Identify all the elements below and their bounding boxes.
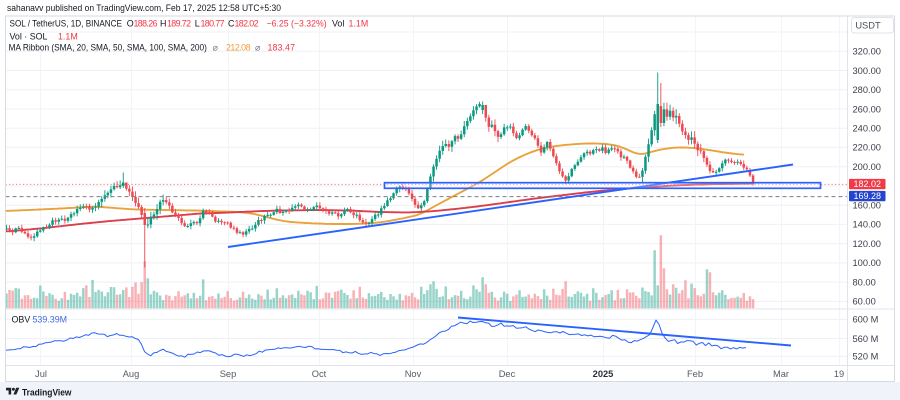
svg-text:L: L [195, 19, 200, 29]
svg-text:O: O [127, 19, 134, 29]
svg-text:220.00: 220.00 [853, 143, 881, 153]
svg-text:Vol · SOL: Vol · SOL [10, 32, 48, 42]
svg-text:182.02: 182.02 [235, 19, 259, 29]
svg-text:212.08: 212.08 [226, 42, 251, 52]
svg-text:140.00: 140.00 [853, 220, 881, 230]
svg-text:1.1M: 1.1M [58, 32, 78, 42]
svg-text:SOL / TetherUS, 1D, BINANCE: SOL / TetherUS, 1D, BINANCE [10, 19, 123, 29]
svg-text:539.39M: 539.39M [33, 314, 68, 324]
svg-text:Nov: Nov [405, 369, 422, 379]
svg-text:Feb: Feb [687, 369, 703, 379]
svg-text:180.77: 180.77 [201, 19, 225, 29]
svg-text:300.00: 300.00 [853, 66, 881, 76]
svg-text:C: C [228, 19, 235, 29]
svg-text:Dec: Dec [499, 369, 516, 379]
svg-text:120.00: 120.00 [853, 239, 881, 249]
svg-text:320.00: 320.00 [853, 47, 881, 57]
svg-text:100.00: 100.00 [853, 258, 881, 268]
svg-text:260.00: 260.00 [853, 104, 881, 114]
svg-text:60.00: 60.00 [853, 297, 876, 307]
svg-text:520 M: 520 M [853, 352, 879, 362]
svg-text:183.47: 183.47 [268, 42, 296, 52]
svg-text:TradingView: TradingView [22, 388, 72, 399]
svg-text:sahanavv published on TradingV: sahanavv published on TradingView.com, F… [7, 3, 281, 13]
svg-text:80.00: 80.00 [853, 277, 876, 287]
svg-text:Mar: Mar [773, 369, 789, 379]
svg-text:OBV: OBV [12, 314, 31, 324]
svg-text:⌀: ⌀ [255, 42, 261, 52]
svg-text:USDT: USDT [855, 21, 881, 31]
svg-text:Sep: Sep [220, 369, 237, 379]
svg-text:182.02: 182.02 [854, 179, 882, 189]
svg-text:Jul: Jul [35, 369, 47, 379]
svg-text:Vol: Vol [332, 19, 344, 29]
svg-text:169.28: 169.28 [854, 191, 882, 201]
svg-text:MA Ribbon (SMA, 20, SMA, 50, S: MA Ribbon (SMA, 20, SMA, 50, SMA, 100, S… [9, 42, 207, 52]
svg-text:H: H [160, 19, 166, 29]
svg-text:280.00: 280.00 [853, 85, 881, 95]
svg-text:240.00: 240.00 [853, 124, 881, 134]
svg-text:188.26: 188.26 [134, 19, 158, 29]
svg-text:⌀: ⌀ [213, 42, 219, 52]
svg-text:189.72: 189.72 [167, 19, 191, 29]
svg-text:19: 19 [834, 369, 844, 379]
svg-text:Aug: Aug [123, 369, 140, 379]
svg-text:1.1M: 1.1M [349, 19, 369, 29]
svg-text:160.00: 160.00 [853, 201, 881, 211]
svg-text:560 M: 560 M [853, 334, 879, 344]
svg-text:200.00: 200.00 [853, 162, 881, 172]
svg-text:2025: 2025 [593, 369, 614, 379]
svg-text:Oct: Oct [312, 369, 327, 379]
svg-text:600 M: 600 M [853, 315, 879, 325]
svg-text:−6.25 (−3.32%): −6.25 (−3.32%) [267, 19, 327, 29]
